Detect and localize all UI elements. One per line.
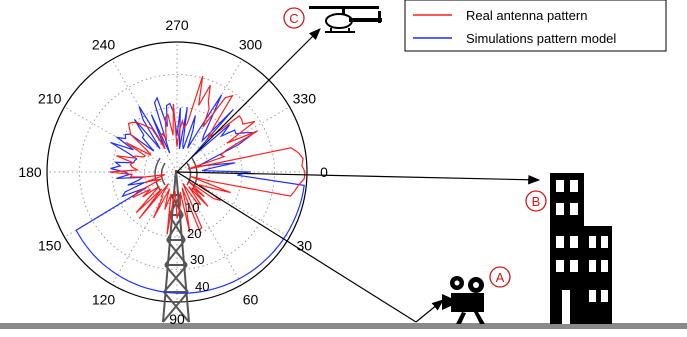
marker-b-circle [525, 190, 547, 212]
simulation-pattern-trace [75, 94, 305, 294]
angle-label-120: 120 [92, 291, 116, 307]
marker-b-label: B [532, 194, 541, 209]
marker-a-circle [489, 266, 511, 288]
arrow-to-building [176, 171, 541, 185]
legend-label-sim: Simulations pattern model [466, 31, 616, 46]
angle-label-150: 150 [38, 238, 62, 254]
real-antenna-pattern-trace [109, 75, 306, 235]
ground-line [0, 323, 687, 329]
arrow-reflected-to-camera [415, 299, 444, 323]
marker-c-label: C [289, 11, 298, 26]
radius-label-20: 20 [187, 226, 201, 241]
angle-label-240: 240 [92, 37, 116, 53]
radius-label-40: 40 [195, 279, 209, 294]
angle-label-30: 30 [297, 238, 313, 254]
angle-label-0: 0 [320, 164, 328, 180]
marker-c-circle [283, 7, 305, 29]
angle-label-330: 330 [293, 91, 317, 107]
legend-label-real: Real antenna pattern [466, 8, 587, 23]
arrow-to-ground [176, 171, 417, 323]
angle-label-60: 60 [243, 291, 259, 307]
angle-label-300: 300 [239, 37, 263, 53]
building-icon [550, 173, 612, 324]
angle-label-180: 180 [18, 164, 42, 180]
angle-label-90: 90 [169, 311, 185, 327]
radius-label-30: 30 [190, 252, 204, 267]
radius-label-10: 10 [185, 200, 199, 215]
angle-label-270: 270 [165, 17, 189, 33]
angle-label-210: 210 [38, 91, 62, 107]
angle-labels: 0 30 60 90 120 150 180 210 240 270 300 330 [18, 17, 328, 327]
legend: Real antenna pattern Simulations pattern… [404, 0, 667, 52]
helicopter-icon [309, 6, 382, 33]
marker-a-label: A [496, 270, 505, 285]
arrow-to-helicopter [176, 28, 321, 173]
video-camera-icon [442, 276, 485, 324]
